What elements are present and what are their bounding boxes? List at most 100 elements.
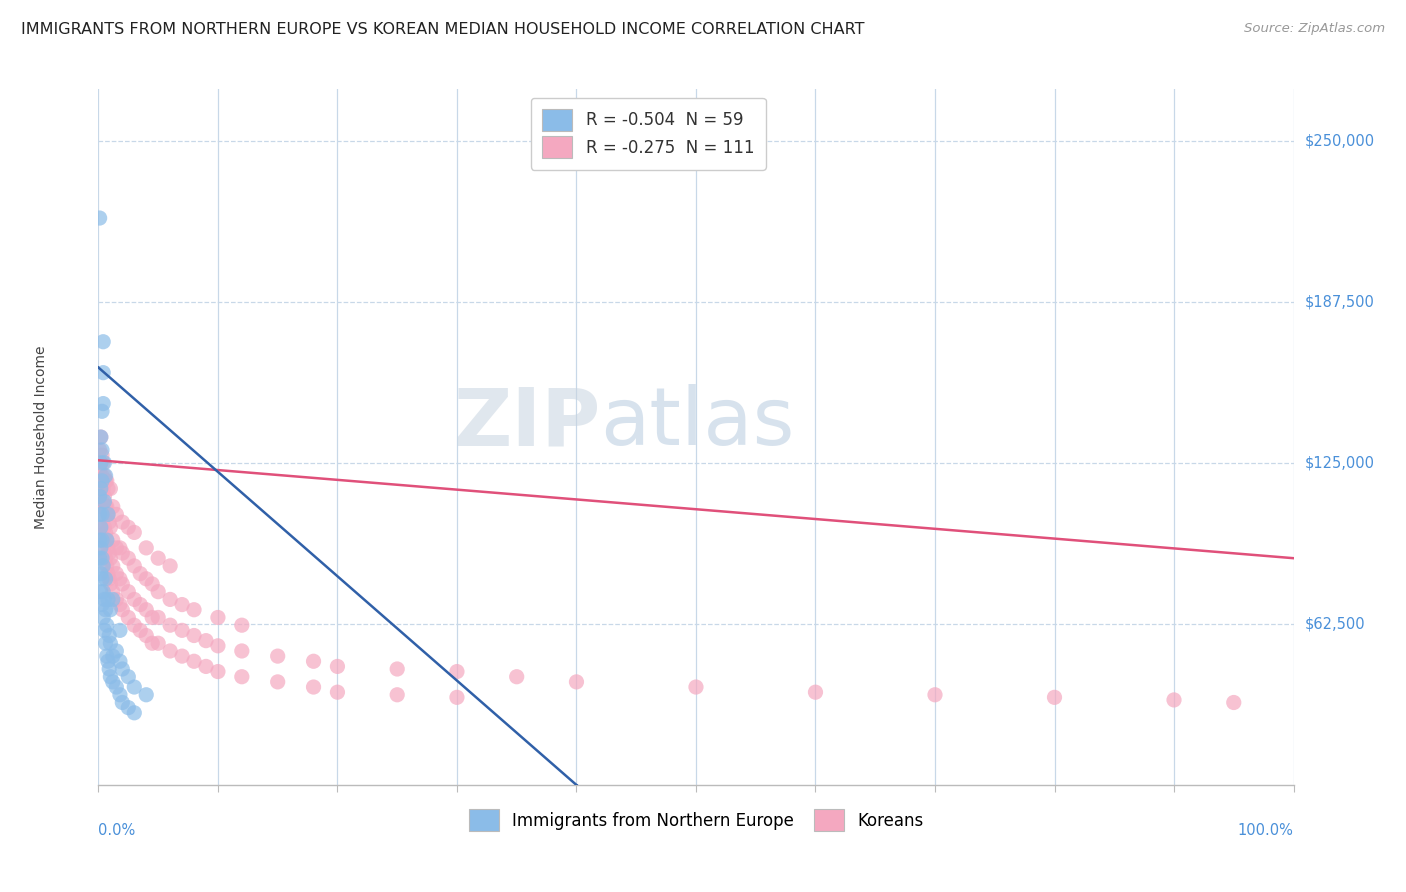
Point: [91, 448, 114, 462]
Point: [117, 551, 139, 566]
Point: [94, 500, 117, 514]
Point: [1223, 696, 1246, 710]
Point: [90, 584, 112, 599]
Point: [98, 670, 122, 684]
Point: [90, 541, 112, 555]
Point: [91, 396, 114, 410]
Point: [94, 468, 117, 483]
Point: [117, 610, 139, 624]
Point: [91, 404, 114, 418]
Point: [91, 551, 114, 566]
Point: [97, 654, 120, 668]
Point: [124, 592, 146, 607]
Point: [231, 670, 253, 684]
Point: [685, 680, 707, 694]
Point: [183, 603, 205, 617]
Point: [91, 598, 114, 612]
Text: Median Household Income: Median Household Income: [34, 345, 48, 529]
Point: [90, 520, 112, 534]
Point: [129, 566, 152, 581]
Point: [172, 649, 194, 664]
Point: [91, 508, 114, 522]
Point: [302, 680, 325, 694]
Point: [207, 665, 229, 679]
Point: [91, 508, 114, 522]
Point: [1163, 693, 1185, 707]
Point: [141, 577, 163, 591]
Point: [91, 334, 114, 349]
Point: [565, 674, 588, 689]
Point: [148, 551, 170, 566]
Point: [96, 500, 118, 514]
Point: [98, 482, 122, 496]
Point: [91, 610, 114, 624]
Point: [96, 558, 118, 573]
Point: [89, 551, 111, 566]
Point: [101, 674, 124, 689]
Point: [98, 636, 122, 650]
Point: [91, 366, 114, 380]
Point: [124, 558, 146, 573]
Point: [93, 520, 115, 534]
Point: [267, 674, 290, 689]
Point: [89, 508, 111, 522]
Point: [89, 442, 111, 457]
Point: [111, 546, 134, 560]
Point: [96, 533, 118, 548]
Point: [89, 489, 111, 503]
Point: [91, 456, 114, 470]
Point: [111, 577, 134, 591]
Point: [117, 670, 139, 684]
Point: [108, 624, 131, 638]
Point: [108, 654, 131, 668]
Point: [90, 500, 112, 514]
Point: [446, 690, 468, 705]
Point: [98, 577, 122, 591]
Point: [97, 566, 120, 581]
Point: [385, 688, 409, 702]
Point: [98, 515, 121, 529]
Point: [93, 592, 115, 607]
Point: [90, 430, 112, 444]
Point: [148, 584, 170, 599]
Point: [91, 494, 114, 508]
Point: [506, 670, 529, 684]
Point: [96, 533, 118, 548]
Point: [148, 610, 170, 624]
Point: [159, 644, 181, 658]
Point: [105, 644, 128, 658]
Legend: Immigrants from Northern Europe, Koreans: Immigrants from Northern Europe, Koreans: [460, 801, 932, 839]
Point: [302, 654, 325, 668]
Point: [207, 639, 229, 653]
Point: [91, 520, 114, 534]
Point: [90, 430, 112, 444]
Text: 0.0%: 0.0%: [98, 823, 135, 838]
Point: [98, 572, 121, 586]
Point: [101, 649, 124, 664]
Point: [90, 456, 112, 470]
Text: $187,500: $187,500: [1305, 294, 1375, 310]
Point: [385, 662, 409, 676]
Point: [101, 592, 124, 607]
Point: [89, 482, 111, 496]
Point: [91, 533, 114, 548]
Point: [91, 572, 114, 586]
Point: [90, 474, 112, 488]
Point: [105, 566, 128, 581]
Point: [148, 636, 170, 650]
Point: [91, 584, 114, 599]
Point: [135, 688, 157, 702]
Point: [98, 520, 122, 534]
Point: [97, 508, 120, 522]
Point: [124, 680, 146, 694]
Point: [108, 572, 131, 586]
Point: [108, 541, 131, 555]
Point: [135, 541, 157, 555]
Point: [94, 572, 117, 586]
Point: [159, 592, 181, 607]
Point: [1043, 690, 1066, 705]
Point: [97, 508, 120, 522]
Point: [183, 628, 205, 642]
Point: [98, 551, 122, 566]
Point: [117, 700, 139, 714]
